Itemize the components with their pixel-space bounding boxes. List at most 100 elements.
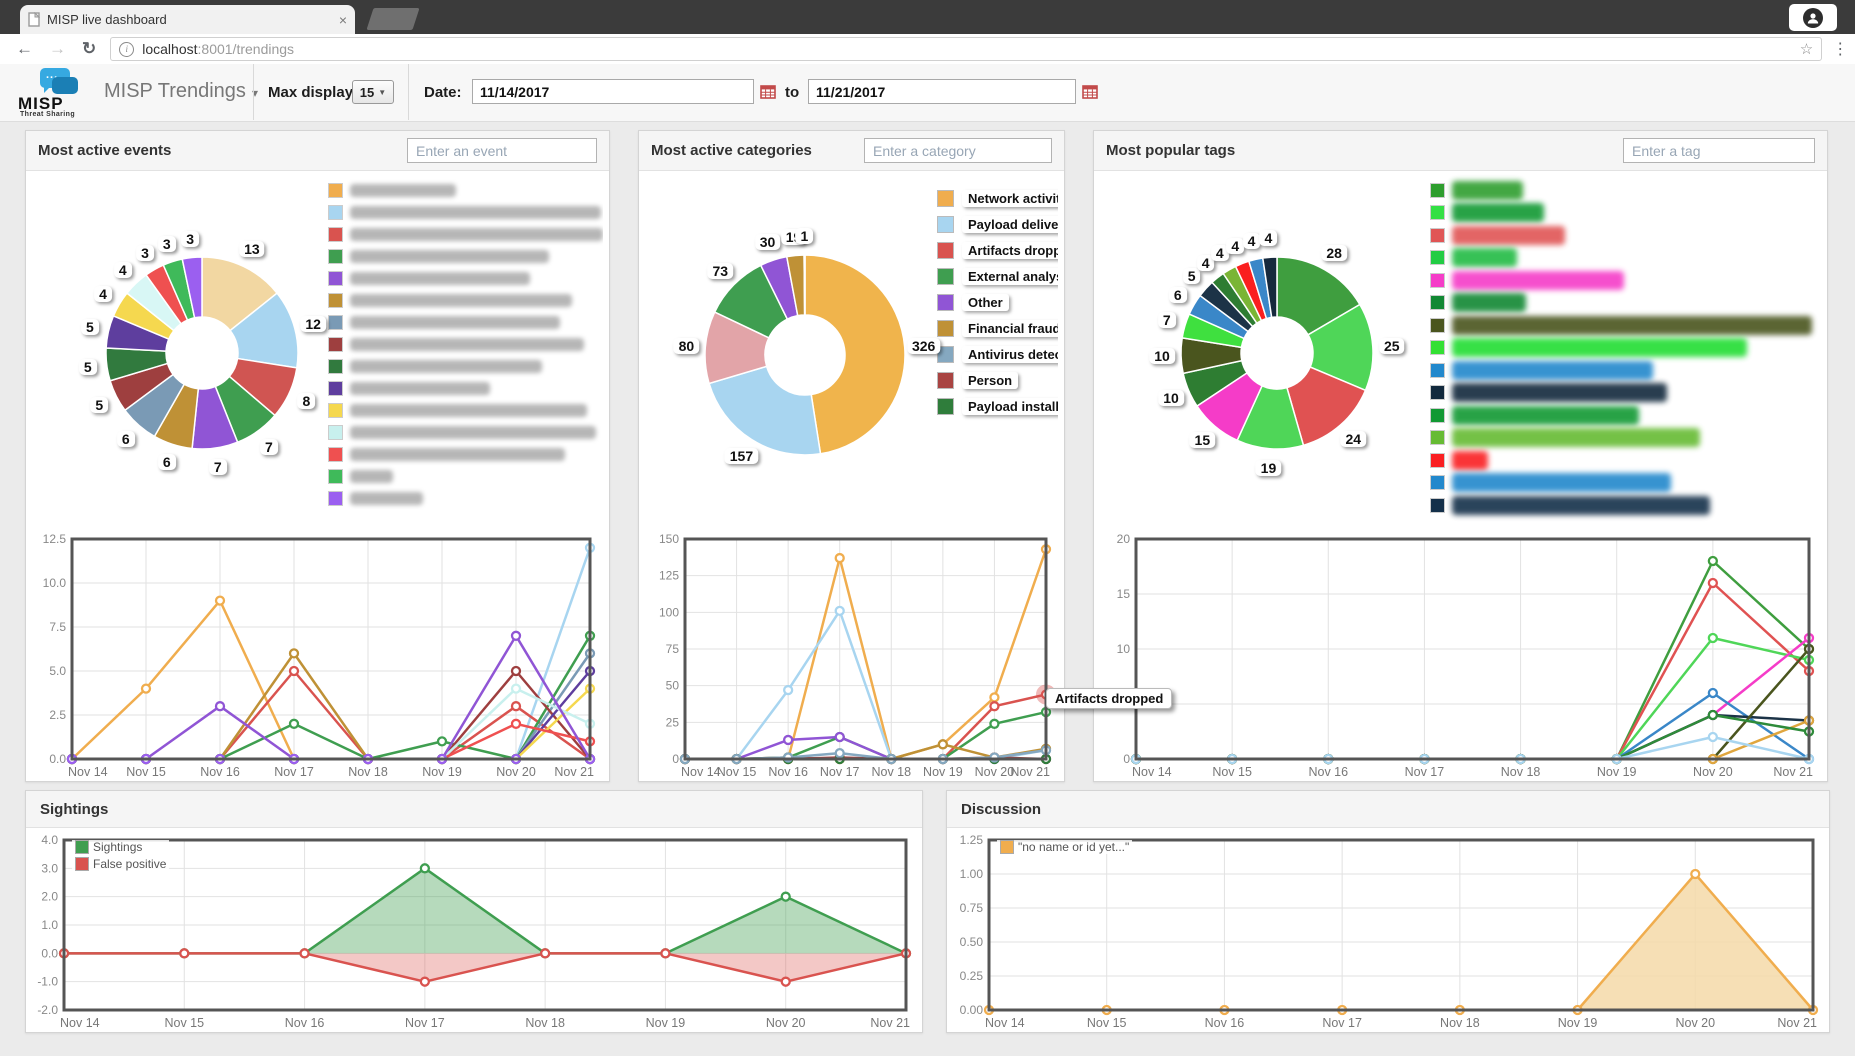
legend-item-blurred[interactable] (328, 223, 603, 245)
legend-item-blurred[interactable] (328, 465, 603, 487)
tag-search-input[interactable] (1623, 138, 1815, 163)
legend-item-blurred[interactable] (328, 289, 603, 311)
legend-item-tag[interactable] (1430, 427, 1821, 450)
legend-item-blurred[interactable] (328, 179, 603, 201)
redacted-tag-pill (1452, 270, 1624, 290)
legend-item[interactable]: Payload delivery (937, 211, 1058, 237)
date-to-input[interactable] (808, 79, 1076, 104)
legend-item-tag[interactable] (1430, 314, 1821, 337)
legend-item-blurred[interactable] (328, 487, 603, 509)
legend-item[interactable]: Financial fraud (937, 315, 1058, 341)
legend-swatch (75, 857, 89, 871)
redacted-text (350, 227, 603, 241)
event-search-input[interactable] (407, 138, 597, 163)
legend-swatch (1430, 272, 1445, 288)
chart-tooltip: Artifacts dropped (1046, 688, 1173, 709)
browser-menu-icon[interactable]: ⋮ (1832, 41, 1849, 58)
new-tab-button[interactable] (366, 8, 420, 30)
back-icon[interactable]: ← (16, 39, 33, 58)
pie-slice-label: 8 (297, 393, 316, 410)
legend-item-tag[interactable] (1430, 202, 1821, 225)
legend-item-blurred[interactable] (328, 267, 603, 289)
legend-label: Sightings (93, 840, 143, 854)
tags-donut-chart[interactable]: 28 25 24 19 15 10 10 7 6 5 4 4 4 4 4 (1100, 173, 1430, 531)
legend-swatch (937, 293, 954, 311)
pie-slice-label: 80 (673, 337, 700, 354)
legend-item[interactable]: Sightings (72, 840, 170, 854)
redacted-text (350, 337, 584, 351)
legend-item[interactable]: Payload installation (937, 393, 1058, 419)
legend-item-tag[interactable] (1430, 449, 1821, 472)
legend-item[interactable]: "no name or id yet..." (997, 840, 1133, 854)
legend-item-tag[interactable] (1430, 404, 1821, 427)
legend-item-tag[interactable] (1430, 472, 1821, 495)
legend-item-tag[interactable] (1430, 269, 1821, 292)
legend-item-tag[interactable] (1430, 224, 1821, 247)
legend-label: Antivirus detection (962, 345, 1058, 363)
legend-item-blurred[interactable] (328, 245, 603, 267)
pie-slice-label: 13 (239, 241, 265, 258)
date-from-input[interactable] (472, 79, 754, 104)
legend-item-tag[interactable] (1430, 359, 1821, 382)
svg-text:10: 10 (1117, 642, 1131, 656)
redacted-text (350, 205, 601, 219)
discussion-area-chart[interactable]: 0.00 0.25 0.50 0.75 1.00 1.25 Nov 14 Nov 15 Nov … (951, 832, 1823, 1032)
events-donut-chart[interactable]: 13 12 8 7 7 6 6 5 5 5 4 4 3 3 3 (32, 173, 328, 531)
legend-item-tag[interactable] (1430, 292, 1821, 315)
legend-item-tag[interactable] (1430, 247, 1821, 270)
tab-close-icon[interactable]: × (338, 11, 347, 28)
legend-item-blurred[interactable] (328, 443, 603, 465)
pie-slice-label: 326 (906, 337, 941, 354)
category-search-input[interactable] (864, 138, 1052, 163)
legend-item-blurred[interactable] (328, 201, 603, 223)
legend-item[interactable]: Person (937, 367, 1058, 393)
categories-legend: Network activity Payload delivery Artifact… (937, 173, 1058, 531)
legend-item-tag[interactable] (1430, 382, 1821, 405)
max-display-select[interactable]: 15 ▼ (352, 80, 394, 104)
svg-text:4.0: 4.0 (41, 833, 58, 847)
legend-item-blurred[interactable] (328, 399, 603, 421)
pie-slice-label: 12 (300, 315, 326, 332)
legend-label: Artifacts dropped (962, 241, 1058, 259)
calendar-icon[interactable] (1082, 84, 1098, 99)
legend-item[interactable]: Antivirus detection (937, 341, 1058, 367)
legend-item-tag[interactable] (1430, 337, 1821, 360)
svg-text:0: 0 (1123, 752, 1130, 766)
redacted-text (350, 359, 542, 373)
legend-item[interactable]: Other (937, 289, 1058, 315)
url-bar[interactable]: i localhost:8001/trendings ☆ (110, 37, 1823, 61)
legend-item-blurred[interactable] (328, 355, 603, 377)
legend-item-blurred[interactable] (328, 333, 603, 355)
forward-icon[interactable]: → (49, 39, 66, 58)
legend-swatch (1000, 840, 1014, 854)
reload-icon[interactable]: ↻ (82, 39, 97, 58)
svg-text:Nov 20: Nov 20 (766, 1016, 806, 1030)
legend-swatch (328, 182, 343, 198)
legend-item-blurred[interactable] (328, 311, 603, 333)
legend-item-blurred[interactable] (328, 421, 603, 443)
calendar-icon[interactable] (760, 84, 776, 99)
categories-donut-chart[interactable]: 326 157 80 73 30 19 1 (645, 173, 941, 531)
legend-item-tag[interactable] (1430, 494, 1821, 517)
browser-profile-button[interactable] (1789, 4, 1837, 31)
svg-text:1.25: 1.25 (960, 833, 984, 847)
legend-item[interactable]: Artifacts dropped (937, 237, 1058, 263)
svg-text:10.0: 10.0 (43, 576, 67, 590)
sightings-area-chart[interactable]: -2.0 -1.0 0.0 1.0 2.0 3.0 4.0 Nov 14 Nov 15 Nov 1… (30, 832, 916, 1032)
legend-item[interactable]: Network activity (937, 185, 1058, 211)
events-line-chart[interactable]: 0.0 2.5 5.0 7.5 10.0 12.5 Nov 14 Nov 15 Nov 16 No… (32, 531, 600, 781)
legend-item-blurred[interactable] (328, 377, 603, 399)
app-title-menu[interactable]: MISP Trendings ▾ (104, 80, 258, 102)
info-icon[interactable]: i (119, 41, 135, 57)
browser-tab[interactable]: MISP live dashboard × (20, 5, 355, 34)
pie-slice-label: 4 (1242, 232, 1261, 249)
legend-item[interactable]: False positive (72, 857, 170, 871)
legend-item[interactable]: External analysis (937, 263, 1058, 289)
bookmark-star-icon[interactable]: ☆ (1799, 41, 1814, 58)
legend-item-tag[interactable] (1430, 179, 1821, 202)
legend-swatch (1430, 317, 1445, 333)
legend-swatch (328, 270, 343, 286)
legend-label: Payload installation (962, 397, 1058, 415)
